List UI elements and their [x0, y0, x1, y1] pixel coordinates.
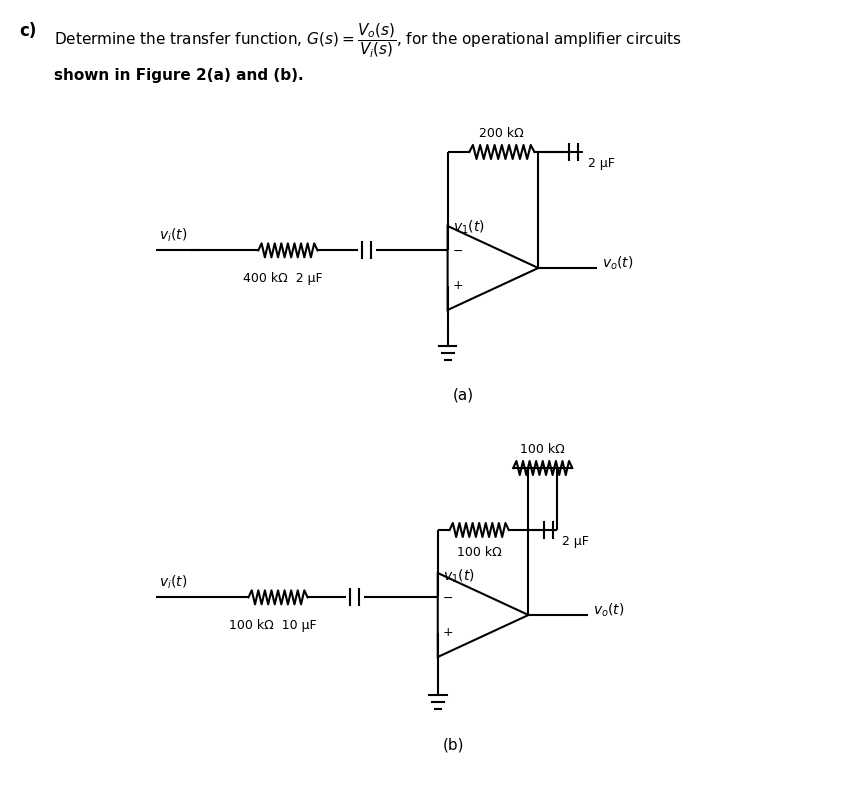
Text: $-$: $-$ — [442, 591, 453, 604]
Text: 100 kΩ  10 μF: 100 kΩ 10 μF — [230, 619, 317, 632]
Text: shown in Figure 2(a) and (b).: shown in Figure 2(a) and (b). — [54, 68, 303, 83]
Text: $v_o(t)$: $v_o(t)$ — [592, 601, 624, 619]
Text: $v_1(t)$: $v_1(t)$ — [452, 219, 484, 237]
Text: $+$: $+$ — [452, 279, 463, 292]
Text: $-$: $-$ — [452, 244, 463, 257]
Text: $v_o(t)$: $v_o(t)$ — [603, 254, 634, 271]
Text: 400 kΩ  2 μF: 400 kΩ 2 μF — [243, 272, 323, 286]
Text: 100 kΩ: 100 kΩ — [520, 443, 565, 456]
Text: 100 kΩ: 100 kΩ — [456, 546, 502, 559]
Text: c): c) — [20, 22, 37, 40]
Text: $v_i(t)$: $v_i(t)$ — [159, 227, 187, 245]
Text: (a): (a) — [453, 387, 474, 402]
Text: $v_i(t)$: $v_i(t)$ — [159, 574, 187, 592]
Text: Determine the transfer function, $G(s)=\dfrac{V_o(s)}{V_i(s)}$, for the operatio: Determine the transfer function, $G(s)=\… — [54, 22, 683, 60]
Text: $v_1(t)$: $v_1(t)$ — [443, 568, 474, 585]
Text: 2 μF: 2 μF — [587, 157, 615, 170]
Text: 200 kΩ: 200 kΩ — [479, 127, 524, 140]
Text: $+$: $+$ — [442, 626, 453, 639]
Text: 2 μF: 2 μF — [562, 535, 589, 548]
Text: (b): (b) — [443, 738, 464, 753]
